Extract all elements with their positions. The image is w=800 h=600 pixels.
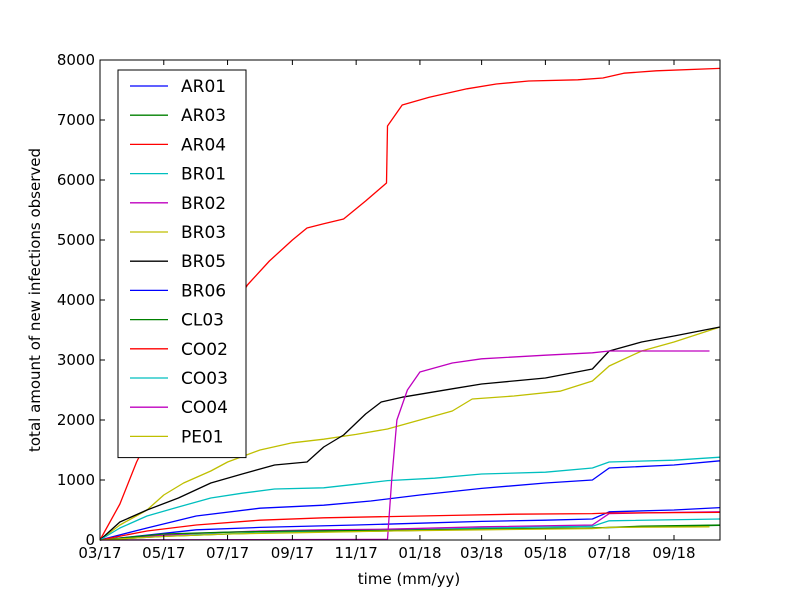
- legend-label: CO04: [181, 398, 228, 418]
- x-tick-label: 05/17: [142, 544, 185, 562]
- series-line-br05: [99, 326, 721, 541]
- y-tick-label: 8000: [57, 51, 95, 69]
- legend-label: CL03: [181, 311, 224, 331]
- series-line-br03: [99, 326, 721, 541]
- x-tick-label: 09/18: [652, 544, 695, 562]
- y-tick-label: 1000: [57, 471, 95, 489]
- x-tick-label: 03/18: [460, 544, 503, 562]
- series-line-ar01: [99, 506, 721, 541]
- y-tick-label: 7000: [57, 111, 95, 129]
- legend-label: BR02: [181, 194, 226, 214]
- y-tick-label: 6000: [57, 171, 95, 189]
- x-tick-label: 03/17: [78, 544, 121, 562]
- legend: AR01 AR03 AR04 BR01 BR02 BR03 BR05 BR06 CL03 CO02…: [117, 69, 247, 459]
- x-tick-label: 07/18: [588, 544, 631, 562]
- y-tick-label: 2000: [57, 411, 95, 429]
- legend-label: BR05: [181, 252, 226, 272]
- y-tick-label: 3000: [57, 351, 95, 369]
- legend-label: AR04: [181, 135, 226, 155]
- series-line-co02: [99, 511, 721, 541]
- legend-label: CO03: [181, 369, 228, 389]
- x-tick-label: 09/17: [271, 544, 314, 562]
- y-tick-label: 5000: [57, 231, 95, 249]
- legend-label: BR03: [181, 223, 226, 243]
- series-line-br06: [99, 460, 721, 541]
- legend-label: AR03: [181, 106, 226, 126]
- x-tick-label: 11/17: [335, 544, 378, 562]
- legend-label: AR01: [181, 77, 226, 97]
- legend-label: CO02: [181, 340, 228, 360]
- series-line-pe01: [99, 526, 710, 541]
- x-tick-label: 05/18: [524, 544, 567, 562]
- legend-label: BR01: [181, 165, 226, 185]
- y-tick-label: 0: [85, 531, 95, 549]
- y-axis-label: total amount of new infections observed: [26, 148, 44, 452]
- axes-layer: 0 1000 2000 3000 4000 5000 6000 7000 8000 03/17 05…: [57, 51, 721, 562]
- x-tick-label: 01/18: [398, 544, 441, 562]
- series-line-co04: [99, 350, 710, 541]
- series-line-co03: [99, 456, 721, 541]
- legend-label: PE01: [181, 427, 224, 447]
- x-axis-label: time (mm/yy): [358, 570, 460, 588]
- y-tick-label: 4000: [57, 291, 95, 309]
- legend-box: [117, 69, 247, 459]
- x-tick-label: 07/17: [206, 544, 249, 562]
- legend-label: BR06: [181, 281, 226, 301]
